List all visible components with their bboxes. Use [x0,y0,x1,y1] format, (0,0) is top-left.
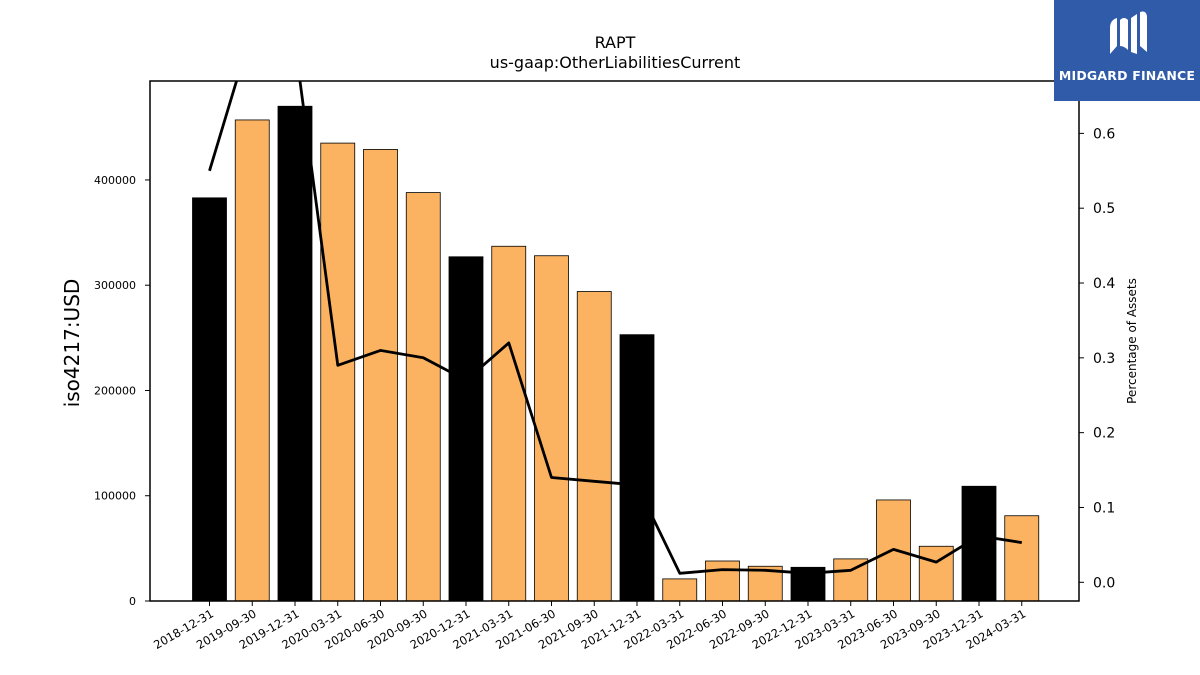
percentage-line [208,81,1023,575]
y-tick-label: 400000 [94,174,136,187]
bar-2023-12-31 [961,485,997,602]
y2-tick-label: 0.3 [1093,351,1115,367]
bar-2024-03-31 [1004,515,1040,602]
y-axis-left: 0 100000 200000 300000 400000 [94,174,150,608]
bar-2020-12-31 [448,256,484,602]
y-tick-label: 100000 [94,490,136,503]
bar-2020-09-30 [405,192,441,602]
y2-axis-label: Percentage of Assets [1125,278,1139,404]
y2-tick-label: 0.4 [1093,276,1115,292]
bar-2021-03-31 [491,245,527,602]
bar-2019-09-30 [234,119,270,602]
logo-mark-icon [1110,11,1147,54]
logo-text: MIDGARD FINANCE [1058,68,1196,83]
y-tick-label: 0 [129,595,136,608]
bar-2020-06-30 [363,149,398,602]
bar-2021-09-30 [576,291,612,602]
y2-tick-label: 0.6 [1093,126,1115,142]
y-tick-label: 200000 [94,384,136,397]
bar-2022-06-30 [705,560,740,602]
y-tick-label: 300000 [94,279,136,292]
y-axis-label: iso4217:USD [60,279,84,408]
chart-subtitle: us-gaap:OtherLiabilitiesCurrent [490,53,741,72]
y2-tick-label: 0.1 [1093,500,1115,516]
chart-title: RAPT [595,33,636,52]
y2-tick-label: 0.5 [1093,201,1115,217]
y2-tick-label: 0.0 [1093,575,1115,591]
y2-tick-label: 0.2 [1093,426,1115,442]
bars [192,105,1040,602]
bar-2022-03-31 [662,578,698,602]
brand-logo: MIDGARD FINANCE [1054,0,1200,101]
bar-2018-12-31 [192,197,227,602]
bar-2019-12-31 [277,105,313,602]
line-series [208,81,1023,575]
plot-frame [149,80,1080,602]
bar-2021-06-30 [534,255,569,602]
bar-2020-03-31 [320,142,356,602]
y-axis-right: 0.0 0.1 0.2 0.3 0.4 0.5 0.6 [1079,126,1115,591]
bar-2021-12-31 [619,334,655,602]
x-axis: 2018-12-312019-09-302019-12-312020-03-31… [151,601,1028,652]
